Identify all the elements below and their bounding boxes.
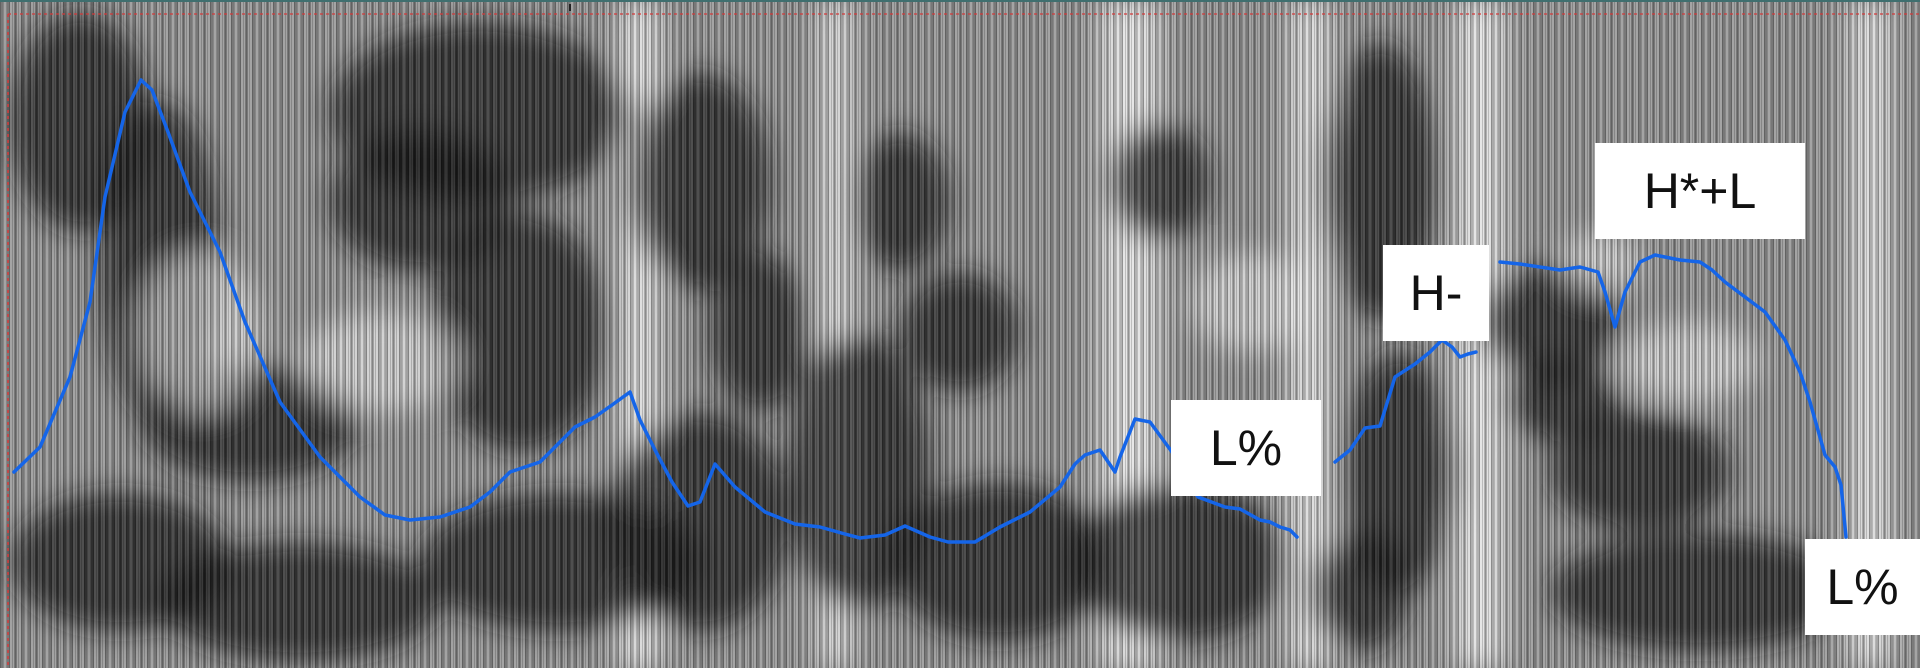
tone-label-l-percent-2: L% xyxy=(1805,539,1920,635)
pitch-contour xyxy=(12,78,1848,544)
tone-label-h-star-plus-l: H*+L xyxy=(1595,143,1805,239)
tone-label-h-minus: H- xyxy=(1383,245,1489,341)
pitch-contour-segment xyxy=(1333,338,1478,464)
tone-label-l-percent-1: L% xyxy=(1171,400,1321,496)
pitch-contour-segment xyxy=(12,78,1299,544)
pitch-contour-segment xyxy=(1498,253,1848,539)
